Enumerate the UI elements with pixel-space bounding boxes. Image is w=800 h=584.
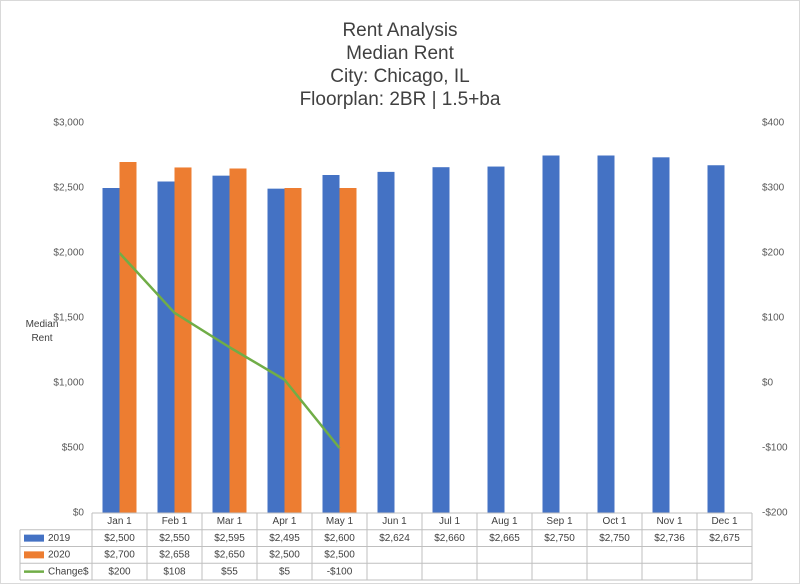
table-cell: $108 <box>163 566 186 577</box>
x-tick-label: Sep 1 <box>546 516 573 527</box>
legend-label: 2020 <box>48 550 71 561</box>
y2-tick-label: $400 <box>762 118 785 129</box>
bar <box>102 188 120 513</box>
x-tick-label: Mar 1 <box>217 516 243 527</box>
y2-tick-label: -$200 <box>762 508 788 519</box>
y2-tick-label: $300 <box>762 183 785 194</box>
x-tick-label: Nov 1 <box>656 516 683 527</box>
table-cell: $2,624 <box>379 533 410 544</box>
y-tick-label: $2,000 <box>53 248 84 259</box>
x-tick-label: Aug 1 <box>491 516 518 527</box>
y2-tick-label: $0 <box>762 378 774 389</box>
chart-title: Rent Analysis <box>342 20 457 41</box>
table-cell: -$100 <box>327 566 353 577</box>
bar <box>119 162 137 513</box>
table-cell: $55 <box>221 566 238 577</box>
y-tick-label: $500 <box>62 443 85 454</box>
table-cell: $2,650 <box>214 550 245 561</box>
table-cell: $2,600 <box>324 533 355 544</box>
x-tick-label: Jul 1 <box>439 516 461 527</box>
chart-title: City: Chicago, IL <box>330 66 469 87</box>
y-tick-label: $1,500 <box>53 313 84 324</box>
bar <box>212 175 230 513</box>
table-cell: $200 <box>108 566 131 577</box>
line <box>118 252 341 449</box>
y2-tick-label: $200 <box>762 248 785 259</box>
x-tick-label: Jan 1 <box>107 516 132 527</box>
bar <box>322 175 340 513</box>
y-tick-label: $3,000 <box>53 118 84 129</box>
bar <box>432 167 450 513</box>
x-tick-label: Oct 1 <box>603 516 627 527</box>
x-tick-label: May 1 <box>326 516 354 527</box>
bar <box>652 157 670 513</box>
legend-key <box>24 551 44 559</box>
bar <box>174 167 192 513</box>
table-cell: $2,495 <box>269 533 300 544</box>
table-cell: $2,700 <box>104 550 135 561</box>
bar <box>542 155 560 513</box>
table-cell: $2,750 <box>544 533 575 544</box>
y-tick-label: $0 <box>73 508 85 519</box>
table-cell: $2,750 <box>599 533 630 544</box>
chart-title: Floorplan: 2BR | 1.5+ba <box>300 89 501 110</box>
y2-tick-label: -$100 <box>762 443 788 454</box>
table-cell: $2,675 <box>709 533 740 544</box>
table-cell: $2,658 <box>159 550 190 561</box>
x-tick-label: Feb 1 <box>162 516 188 527</box>
x-tick-label: Apr 1 <box>273 516 297 527</box>
chart-title: Median Rent <box>346 43 454 64</box>
legend-label: Change$ <box>48 566 89 577</box>
table-cell: $2,736 <box>654 533 685 544</box>
bar <box>707 165 725 513</box>
legend-label: 2019 <box>48 533 71 544</box>
bar <box>284 188 302 513</box>
bar <box>487 166 505 514</box>
bar <box>339 188 357 513</box>
table-cell: $2,665 <box>489 533 520 544</box>
y-tick-label: $1,000 <box>53 378 84 389</box>
table-cell: $2,500 <box>269 550 300 561</box>
table-cell: $5 <box>279 566 291 577</box>
table-cell: $2,660 <box>434 533 465 544</box>
y-axis-label: Median Rent <box>25 319 59 344</box>
x-tick-label: Dec 1 <box>711 516 738 527</box>
bar <box>377 171 395 513</box>
x-tick-label: Jun 1 <box>382 516 407 527</box>
legend-key <box>24 534 44 542</box>
y-tick-label: $2,500 <box>53 183 84 194</box>
bar <box>267 188 285 513</box>
bar <box>157 181 175 513</box>
table-cell: $2,500 <box>324 550 355 561</box>
table-cell: $2,500 <box>104 533 135 544</box>
table-cell: $2,550 <box>159 533 190 544</box>
bar <box>229 168 247 513</box>
y2-tick-label: $100 <box>762 313 785 324</box>
table-cell: $2,595 <box>214 533 245 544</box>
bar <box>597 155 615 513</box>
